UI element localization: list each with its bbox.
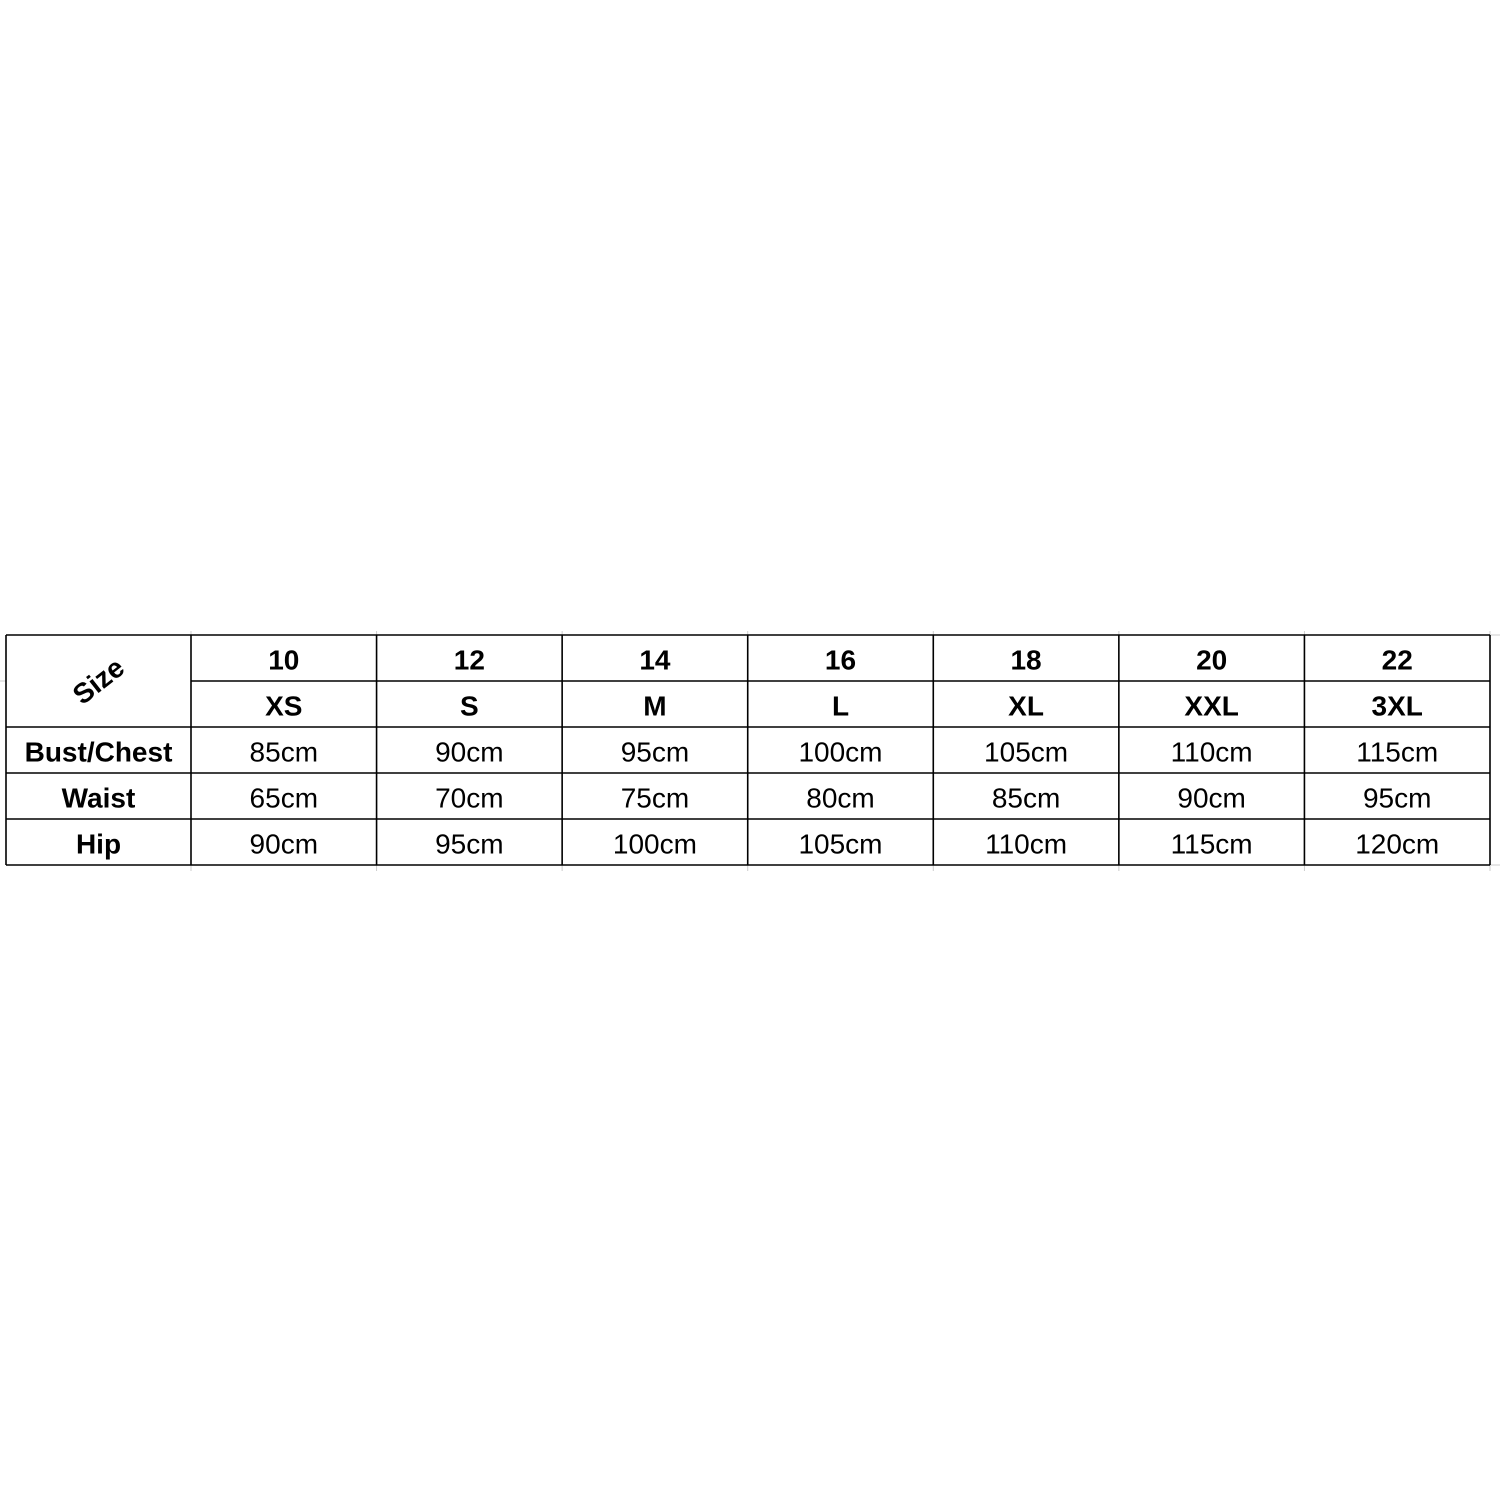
row-label: Hip <box>76 829 121 860</box>
measurement: 85cm <box>992 783 1060 814</box>
measurement: 95cm <box>435 829 503 860</box>
size-letter: S <box>460 691 479 722</box>
measurement: 115cm <box>1171 829 1253 860</box>
measurement: 105cm <box>798 829 882 860</box>
size-letter: 3XL <box>1372 691 1423 722</box>
measurement: 90cm <box>1177 783 1245 814</box>
row-label: Waist <box>62 783 136 814</box>
measurement: 105cm <box>984 737 1068 768</box>
size-number: 10 <box>268 645 299 676</box>
measurement: 75cm <box>621 783 689 814</box>
measurement: 65cm <box>250 783 318 814</box>
measurement: 100cm <box>798 737 882 768</box>
size-letter: M <box>643 691 666 722</box>
size-letter: L <box>832 691 849 722</box>
measurement: 100cm <box>613 829 697 860</box>
size-letter: XS <box>265 691 302 722</box>
size-number: 16 <box>825 645 856 676</box>
measurement: 70cm <box>435 783 503 814</box>
size-number: 18 <box>1010 645 1041 676</box>
measurement: 110cm <box>1171 737 1253 768</box>
measurement: 110cm <box>985 829 1067 860</box>
size-number: 12 <box>454 645 485 676</box>
measurement: 85cm <box>250 737 318 768</box>
measurement: 95cm <box>621 737 689 768</box>
measurement: 90cm <box>250 829 318 860</box>
measurement: 80cm <box>806 783 874 814</box>
row-label: Bust/Chest <box>25 737 173 768</box>
size-letter: XL <box>1008 691 1044 722</box>
measurement: 120cm <box>1355 829 1439 860</box>
measurement: 95cm <box>1363 783 1431 814</box>
measurement: 90cm <box>435 737 503 768</box>
size-number: 14 <box>639 645 671 676</box>
size-number: 22 <box>1382 645 1413 676</box>
corner-label: Size <box>67 652 130 711</box>
measurement: 115cm <box>1356 737 1438 768</box>
size-number: 20 <box>1196 645 1227 676</box>
size-letter: XXL <box>1184 691 1238 722</box>
